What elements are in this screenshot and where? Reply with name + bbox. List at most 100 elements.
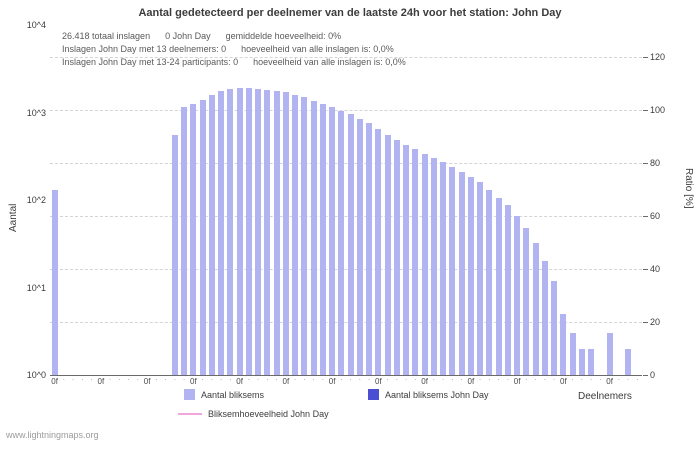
bar-aantal-bliksems (190, 104, 197, 375)
bar-aantal-bliksems (421, 153, 428, 375)
x-tick-dot: · (108, 375, 112, 384)
x-tick-dot: · (293, 375, 297, 384)
x-axis-line (50, 375, 642, 376)
bar-aantal-bliksems (292, 94, 299, 375)
bar-aantal-bliksems (255, 89, 262, 375)
y-tick-right: 0 (650, 370, 656, 380)
bar-aantal-bliksems (393, 140, 400, 375)
legend-label-aantal-bliksems-john-day: Aantal bliksems John Day (385, 389, 489, 400)
chart-title: Aantal gedetecteerd per deelnemer van de… (138, 7, 562, 19)
x-tick-label: 0f (282, 377, 290, 386)
x-tick-dot: · (441, 375, 445, 384)
y-axis-label-right: Ratio [%] (683, 168, 694, 209)
x-tick-dot: · (275, 375, 278, 384)
x-tick-dot: · (367, 375, 371, 384)
x-tick-dot: · (62, 375, 66, 384)
bar-aantal-bliksems (560, 313, 567, 375)
y-tick-dash-right (643, 215, 648, 217)
x-tick-dot: · (636, 375, 639, 384)
x-tick-label: 0f (421, 377, 428, 386)
bar-aantal-bliksems (282, 92, 289, 375)
x-tick-dot: · (386, 375, 389, 384)
y-tick-right: 120 (650, 51, 666, 62)
bar-aantal-bliksems (514, 216, 521, 375)
x-tick-dot: · (497, 375, 500, 384)
bar-aantal-bliksems (541, 261, 548, 375)
legend-line-swatch-bliksemhoeveelheid (178, 413, 202, 415)
legend-item-aantal-bliksems: Aantal bliksems (184, 389, 264, 400)
x-tick-dot: · (534, 375, 537, 384)
bar-aantal-bliksems (301, 97, 308, 375)
bar-aantal-bliksems (199, 99, 206, 375)
y-tick-dash-right (643, 375, 648, 376)
bar-aantal-bliksems (495, 198, 502, 375)
bar-aantal-bliksems (588, 348, 595, 375)
y-tick-dash-right (643, 109, 648, 111)
x-tick-dot: · (210, 375, 214, 384)
bar-aantal-bliksems (236, 88, 243, 375)
x-tick-label: 0f (375, 377, 382, 386)
x-tick-dot: · (90, 375, 93, 384)
bar-aantal-bliksems (458, 171, 465, 375)
x-tick-dot: · (71, 375, 75, 384)
legend-swatch-aantal-bliksems (184, 389, 195, 400)
x-tick-dot: · (617, 375, 621, 384)
x-tick-dot: · (155, 375, 158, 384)
x-tick-dot: · (589, 375, 593, 384)
y-tick-right: 40 (650, 263, 661, 274)
bar-aantal-bliksems (375, 128, 382, 375)
x-tick-dot: · (451, 375, 454, 384)
legend-label-aantal-bliksems: Aantal bliksems (201, 389, 265, 400)
x-tick-dot: · (321, 375, 325, 384)
x-tick-dot: · (404, 375, 408, 384)
x-tick-dot: · (201, 375, 204, 384)
gridline (50, 56, 642, 58)
x-tick-dot: · (349, 375, 352, 384)
x-tick-dot: · (543, 375, 547, 384)
annotation-line-3: Inslagen John Day met 13-24 participants… (62, 57, 406, 67)
x-tick-dot: · (118, 375, 121, 384)
x-tick-dot: · (312, 375, 315, 384)
x-tick-dot: · (182, 375, 186, 384)
y-tick-dash-right (643, 321, 648, 323)
plot-area: 10^4 10^3 10^2 10^1 10^0 120 100 80 60 40 20 0 0f · · ·… (27, 20, 665, 386)
x-tick-label: 0f (190, 377, 197, 386)
legend-swatch-aantal-bliksems-john-day (368, 389, 379, 400)
y-tick-left: 10^3 (26, 107, 46, 118)
bar-aantal-bliksems (440, 162, 447, 375)
bar-aantal-bliksems (264, 90, 271, 375)
bar-aantal-bliksems (208, 94, 215, 375)
bar-aantal-bliksems (551, 280, 558, 375)
x-tick-label: 0f (97, 377, 105, 386)
x-tick-dot: · (247, 375, 251, 384)
bar-aantal-bliksems (347, 114, 354, 375)
annotation-line-1: 26.418 totaal inslagen 0 John Day gemidd… (62, 31, 342, 41)
bar-aantal-bliksems (245, 88, 252, 375)
x-tick-label: 0f (143, 377, 151, 386)
bar-aantal-bliksems (449, 166, 456, 375)
gridline (50, 215, 642, 217)
x-tick-dot: · (164, 375, 167, 384)
y-axis-label-left: Aantal (8, 203, 19, 232)
bar-aantal-bliksems (338, 110, 345, 375)
bar-aantal-bliksems (181, 107, 188, 375)
y-tick-dash-right (643, 56, 648, 58)
y-tick-left: 10^0 (26, 370, 46, 380)
x-tick-dot: · (525, 375, 528, 384)
bar-aantal-bliksems (319, 104, 326, 375)
y-tick-right: 80 (650, 157, 661, 168)
annotation-line-2: Inslagen John Day met 13 deelnemers: 0 h… (62, 44, 394, 54)
x-tick-dot: · (506, 375, 510, 384)
x-tick-label: 0f (236, 377, 243, 386)
x-tick-dot: · (173, 375, 177, 384)
bar-aantal-bliksems (218, 91, 225, 375)
bar-aantal-bliksems (523, 227, 530, 375)
x-tick-dot: · (432, 375, 436, 384)
y-tick-dash-right (643, 162, 648, 164)
x-tick-dot: · (626, 375, 630, 384)
gridline (50, 109, 642, 111)
bar-aantal-bliksems (504, 204, 511, 375)
x-tick-dot: · (599, 375, 602, 384)
watermark-link[interactable]: www.lightningmaps.org (6, 430, 99, 440)
